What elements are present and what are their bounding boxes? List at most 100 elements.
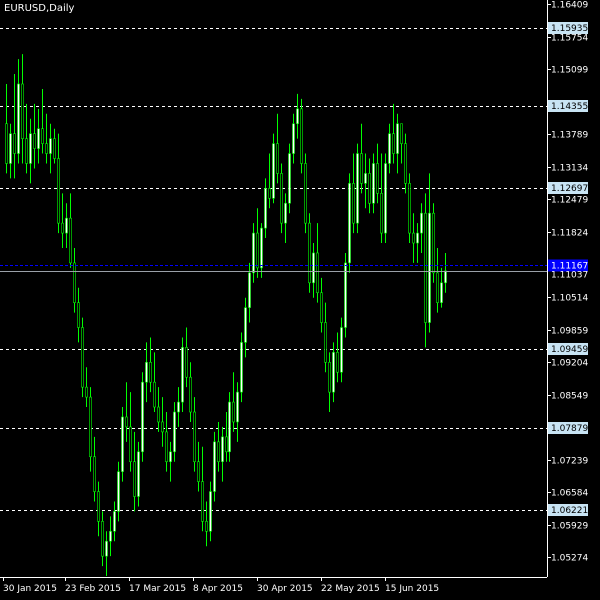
candle-body-78: [316, 252, 319, 294]
candle-body-13: [57, 158, 60, 224]
y-tick-label-4: 1.13134: [551, 164, 588, 174]
candle-body-96: [388, 133, 391, 164]
candle-body-72: [292, 123, 295, 154]
candle-body-82: [332, 352, 335, 393]
candle-body-19: [81, 327, 84, 388]
level-label-1: 1.14355: [551, 102, 588, 112]
candle-body-68: [276, 143, 279, 174]
y-tick-label-10: 1.08549: [551, 392, 588, 402]
y-tick-label-5: 1.12479: [551, 196, 588, 206]
y-tick-label-8: 1.09859: [551, 327, 588, 337]
candle-body-61: [248, 272, 251, 308]
candle-body-89: [360, 153, 363, 184]
candle-body-66: [268, 188, 271, 199]
candle-body-83: [336, 352, 339, 373]
candle-body-20: [85, 386, 88, 398]
y-tick-label-11: 1.07239: [551, 457, 588, 467]
candle-body-2: [13, 133, 16, 154]
candle-body-64: [260, 227, 263, 269]
candle-body-76: [308, 222, 311, 284]
candle-body-69: [280, 173, 283, 224]
candle-body-52: [213, 441, 216, 492]
candle-body-3: [17, 83, 20, 154]
candle-body-81: [328, 362, 331, 393]
candle-body-23: [97, 491, 100, 522]
level-label-box-5: [548, 504, 588, 516]
candle-body-108: [436, 272, 439, 303]
candle-body-53: [217, 441, 220, 463]
candle-body-56: [228, 401, 231, 453]
candle-body-11: [49, 138, 52, 154]
y-tick-label-12: 1.06584: [551, 489, 588, 499]
x-tick-label-5: 22 May 2015: [321, 584, 380, 594]
candle-body-73: [296, 108, 299, 125]
candle-body-63: [256, 232, 259, 269]
level-label-box-0: [548, 22, 588, 34]
candle-body-28: [117, 471, 120, 512]
candle-body-80: [324, 322, 327, 363]
level-label-box-3: [548, 343, 588, 355]
candle-body-42: [173, 411, 176, 453]
candle-body-94: [380, 193, 383, 234]
candle-body-22: [93, 456, 96, 492]
candle-body-99: [400, 123, 403, 144]
candle-body-85: [344, 262, 347, 328]
candle-body-30: [125, 416, 128, 428]
level-label-3: 1.09459: [551, 345, 588, 355]
candle-body-18: [77, 302, 80, 328]
candle-body-107: [432, 212, 435, 274]
candle-body-14: [61, 222, 64, 234]
candle-body-37: [153, 381, 156, 408]
candle-body-34: [141, 381, 144, 453]
candle-body-31: [129, 426, 132, 463]
candle-body-21: [89, 396, 92, 458]
candle-body-98: [396, 123, 399, 154]
y-tick-label-9: 1.09204: [551, 359, 588, 369]
level-label-2: 1.12697: [551, 184, 588, 194]
candle-body-45: [185, 347, 188, 378]
candle-body-0: [5, 123, 8, 164]
candle-body-104: [420, 212, 423, 234]
candle-body-103: [416, 232, 419, 244]
candle-body-4: [21, 83, 24, 139]
candle-body-44: [181, 347, 184, 403]
candle-body-10: [45, 143, 48, 154]
candle-body-84: [340, 327, 343, 373]
x-tick-label-6: 15 Jun 2015: [385, 584, 439, 594]
candle-body-36: [149, 362, 152, 383]
candle-body-27: [113, 511, 116, 532]
candle-body-5: [25, 138, 28, 164]
candle-body-54: [221, 436, 224, 463]
candle-body-26: [109, 530, 112, 542]
y-tick-label-6: 1.11824: [551, 229, 588, 239]
candle-body-97: [392, 133, 395, 154]
level-label-box-4: [548, 422, 588, 434]
candle-body-91: [368, 173, 371, 204]
candle-body-24: [101, 521, 104, 557]
candle-body-71: [288, 153, 291, 204]
candle-body-87: [352, 183, 355, 224]
candle-body-60: [244, 307, 247, 343]
candle-body-75: [304, 163, 307, 224]
candle-body-43: [177, 401, 180, 413]
candle-body-74: [300, 108, 303, 164]
candle-body-16: [69, 217, 72, 264]
candle-body-39: [161, 421, 164, 433]
y-tick-label-14: 1.05274: [551, 554, 588, 564]
chart-title: EURUSD,Daily: [4, 3, 75, 14]
candle-body-65: [264, 188, 267, 229]
candle-body-105: [424, 212, 427, 323]
y-tick-label-13: 1.05929: [551, 522, 588, 532]
candle-body-51: [209, 491, 212, 532]
x-tick-label-1: 23 Feb 2015: [65, 584, 121, 594]
candle-body-12: [53, 138, 56, 159]
candle-body-50: [205, 521, 208, 532]
candle-body-93: [376, 163, 379, 194]
y-tick-label-3: 1.13789: [551, 131, 588, 141]
level-label-box-1: [548, 100, 588, 112]
candle-body-106: [428, 212, 431, 323]
candle-body-47: [193, 411, 196, 463]
level-label-box-2: [548, 182, 588, 194]
candle-body-1: [9, 133, 12, 164]
